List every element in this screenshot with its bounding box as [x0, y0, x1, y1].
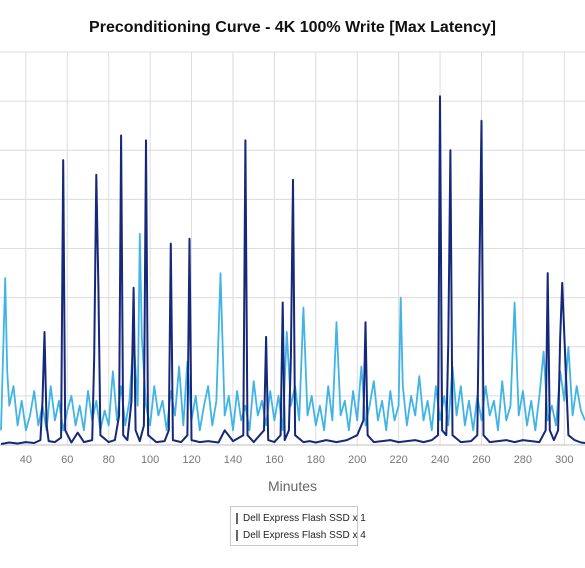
- x-tick-label-1: 60: [61, 454, 73, 466]
- legend-item-x1: Dell Express Flash SSD x 1: [236, 510, 366, 527]
- x-tick-labels: 40 60 80 100 120 140 160 180 200 220 240 260 280 300: [20, 454, 574, 466]
- x-tick-label-10: 240: [431, 454, 449, 466]
- x-tick-label-4: 120: [182, 454, 200, 466]
- x-tick-label-9: 220: [389, 454, 407, 466]
- x-tick-label-8: 200: [348, 454, 366, 466]
- x-tick-label-2: 80: [103, 454, 115, 466]
- x-axis-label: Minutes: [267, 478, 318, 494]
- series-line-1: [0, 232, 585, 432]
- x-tick-label-5: 140: [224, 454, 242, 466]
- series-lines: [0, 95, 585, 445]
- chart-title: Preconditioning Curve - 4K 100% Write [M…: [89, 19, 496, 36]
- legend-swatch-x1: [236, 513, 238, 524]
- x-tick-label-0: 40: [20, 454, 32, 466]
- legend-label-x4: Dell Express Flash SSD x 4: [243, 530, 366, 541]
- x-tick-label-11: 260: [472, 454, 490, 466]
- x-tick-label-12: 280: [514, 454, 532, 466]
- legend: Dell Express Flash SSD x 1 Dell Express …: [230, 506, 366, 546]
- x-tick-label-7: 180: [307, 454, 325, 466]
- x-tick-label-6: 160: [265, 454, 283, 466]
- series-line-0: [0, 95, 585, 445]
- legend-swatch-x4: [236, 530, 238, 541]
- legend-label-x1: Dell Express Flash SSD x 1: [243, 513, 366, 524]
- x-tick-label-3: 100: [141, 454, 159, 466]
- legend-item-x4: Dell Express Flash SSD x 4: [236, 527, 366, 544]
- x-tick-label-13: 300: [555, 454, 573, 466]
